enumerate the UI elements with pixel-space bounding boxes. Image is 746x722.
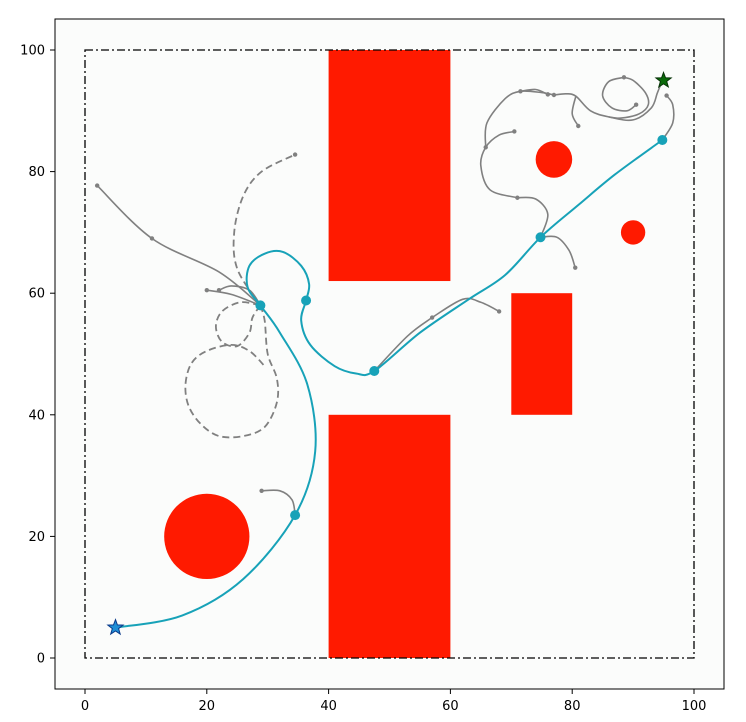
circle-obstacle-3 [620,220,646,245]
path-waypoint-3 [301,295,312,306]
tree-branch-13 [571,95,580,127]
tree-branch-1 [96,185,261,307]
tree-branch-14 [608,76,650,119]
y-tick-label-40: 40 [28,408,45,423]
tree-branch-16 [661,95,675,141]
rect-obstacle-2 [328,414,451,658]
y-tick-label-60: 60 [28,287,45,302]
tree-node-14 [551,92,557,98]
axes-layer: 0 20 40 60 80 100 0 20 40 60 80 100 [20,44,706,715]
x-tick-label-60: 60 [442,699,459,714]
tree-node-3 [216,287,222,293]
tree-node-10 [515,195,520,200]
tree-node-9 [573,265,578,270]
tree-node-16 [576,123,581,129]
tree-node-8 [259,488,264,493]
path-waypoint-5 [535,232,546,243]
tree-branch-dashed-2 [214,301,262,348]
tree-branch-9 [479,130,518,199]
tree-branch-6 [261,489,296,516]
x-tick-label-0: 0 [81,699,89,714]
tree-node-19 [664,93,669,98]
solution-path [115,139,663,629]
tree-node-13 [545,92,551,97]
tree-node-6 [429,315,435,320]
workspace-boundary [84,49,695,659]
tree-node-11 [512,129,517,134]
tree-branch-7 [540,235,576,268]
tree-branch-4 [373,316,433,372]
tree-branch-11 [520,88,549,96]
rect-obstacle-3 [511,293,573,415]
path-waypoint-2 [255,300,266,311]
circle-obstacle-1 [164,493,250,580]
tree-node-5 [292,152,298,157]
boundary-layer [84,49,695,659]
tree-node-17 [621,75,627,80]
path-waypoint-6 [657,134,668,145]
tree-branch-8 [517,196,549,238]
y-tick-label-20: 20 [28,530,45,545]
tree-branch-dashed-1 [232,153,296,306]
x-tick-label-80: 80 [564,699,581,714]
tree-node-18 [633,102,639,107]
start-marker [106,618,125,636]
tree-node-4 [204,287,209,293]
tree-node-2 [149,236,155,241]
markers-layer [106,70,673,636]
path-waypoint-1 [290,510,301,521]
x-tick-label-40: 40 [320,699,337,714]
tree-branch-3 [206,289,261,307]
x-tick-label-100: 100 [682,699,707,714]
circle-obstacle-2 [535,141,573,178]
tree-branch-5 [431,297,500,319]
path-layer [115,134,668,629]
y-tick-label-0: 0 [37,652,45,667]
tree-branch-2 [218,285,262,306]
obstacles-layer [164,50,646,658]
y-tick-label-80: 80 [28,165,45,180]
x-tick-label-20: 20 [199,699,216,714]
tree-node-12 [483,145,488,150]
tree-node-1 [94,183,100,188]
y-tick-label-100: 100 [20,44,45,59]
tree-branch-15 [601,76,637,112]
tree-layer [94,75,675,516]
rect-obstacle-1 [328,50,451,282]
goal-marker [654,70,673,89]
tree-node-15 [518,89,523,94]
path-waypoint-4 [369,366,380,377]
tree-node-7 [496,309,502,314]
